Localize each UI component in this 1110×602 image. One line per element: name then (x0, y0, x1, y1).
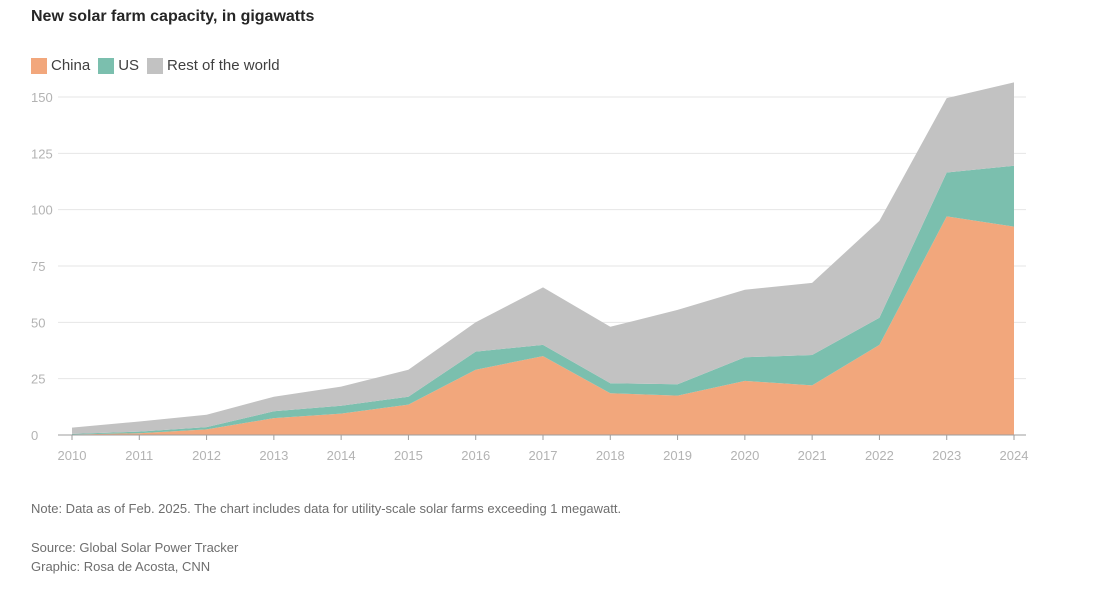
area-china (72, 216, 1014, 435)
graphic-credit: Graphic: Rosa de Acosta, CNN (31, 559, 211, 574)
x-tick-label: 2021 (798, 448, 827, 463)
legend: China US Rest of the world (31, 57, 288, 74)
axes: 0 25 50 75 100 125 150 2010 2011 2012 2013 2014 2015… (31, 90, 1028, 463)
legend-label-us: US (118, 57, 140, 74)
x-tick-label: 2023 (932, 448, 961, 463)
y-tick-label: 100 (31, 203, 53, 218)
x-tick-label: 2011 (125, 448, 153, 463)
y-tick-label: 50 (31, 315, 45, 330)
x-tick-label: 2017 (529, 448, 558, 463)
x-tick-label: 2012 (192, 448, 221, 463)
legend-item-rest-of-world: Rest of the world (147, 57, 280, 74)
x-tick-label: 2020 (730, 448, 759, 463)
y-tick-label: 150 (31, 90, 53, 105)
area-rest-of-the-world (72, 82, 1014, 434)
y-tick-label: 0 (31, 428, 38, 443)
legend-swatch-china (31, 57, 47, 74)
x-tick-label: 2014 (327, 448, 356, 463)
y-tick-label: 75 (31, 259, 45, 274)
area-us (72, 165, 1014, 435)
source-line: Source: Global Solar Power Tracker (31, 540, 239, 555)
legend-item-china: China (31, 57, 90, 74)
legend-label-rest-of-world: Rest of the world (167, 57, 280, 74)
x-tick-label: 2013 (259, 448, 288, 463)
x-tick-label: 2015 (394, 448, 423, 463)
legend-swatch-rest-of-world (147, 57, 164, 74)
chart-note: Note: Data as of Feb. 2025. The chart in… (31, 501, 622, 516)
x-tick-label: 2019 (663, 448, 692, 463)
stacked-areas (72, 82, 1014, 435)
chart-title: New solar farm capacity, in gigawatts (31, 8, 315, 25)
x-tick-label: 2022 (865, 448, 894, 463)
y-tick-label: 25 (31, 372, 45, 387)
x-tick-label: 2010 (58, 448, 87, 463)
x-tick-label: 2024 (1000, 448, 1029, 463)
source-credits: Source: Global Solar Power Tracker Graph… (31, 538, 238, 576)
legend-item-us: US (98, 57, 139, 74)
legend-label-china: China (51, 57, 91, 74)
x-tick-label: 2018 (596, 448, 625, 463)
x-tick-label: 2016 (461, 448, 490, 463)
y-tick-label: 125 (31, 146, 53, 161)
legend-swatch-us (98, 57, 115, 74)
